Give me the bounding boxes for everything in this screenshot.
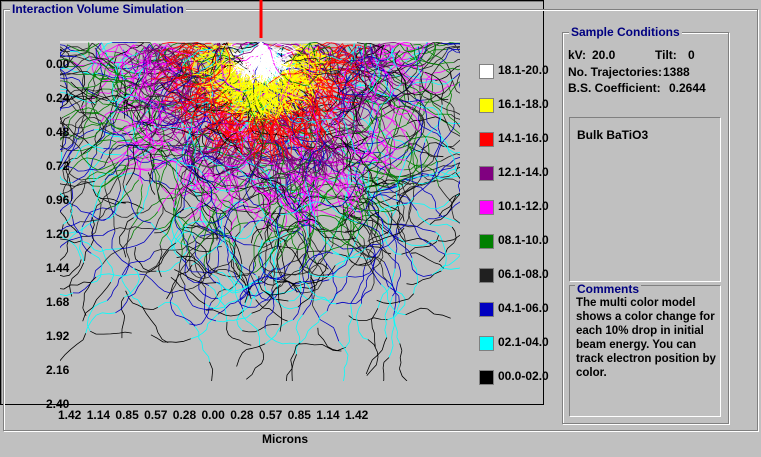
y-tick-label: 1.68 (46, 295, 70, 309)
sample-conditions-group: Sample Conditions (562, 25, 729, 424)
bs-coefficient-label: B.S. Coefficient: (568, 81, 661, 95)
x-axis-label: Microns (262, 432, 309, 446)
legend-swatch (479, 132, 494, 147)
x-tick-label: 1.42 (58, 408, 82, 422)
x-tick-label: 1.14 (86, 408, 111, 422)
legend-label: 02.1-04.0 (498, 335, 549, 349)
legend-swatch (479, 234, 494, 249)
y-tick-label: 1.44 (46, 261, 70, 275)
x-tick-label: 0.85 (287, 408, 311, 422)
kv-label: kV: (568, 48, 587, 62)
comments-box (569, 285, 721, 417)
legend-swatch (479, 336, 494, 351)
sample-name-box (569, 117, 721, 282)
x-tick-label: 0.00 (201, 408, 225, 422)
comments-text: The multi color model shows a color chan… (576, 297, 716, 379)
window-title: Interaction Volume Simulation (10, 2, 186, 16)
legend-label: 08.1-10.0 (498, 233, 549, 247)
sample-conditions-title: Sample Conditions (569, 25, 682, 39)
trajectories-value: 1388 (663, 65, 690, 79)
legend-label: 00.0-02.0 (498, 369, 549, 383)
legend-swatch (479, 98, 494, 113)
x-tick-label: 0.57 (144, 408, 168, 422)
tilt-value: 0 (688, 48, 695, 62)
comments-title: Comments (575, 282, 642, 296)
trajectories-label: No. Trajectories: (568, 65, 663, 79)
y-tick-label: 0.48 (46, 125, 70, 139)
trajectory-plot (60, 0, 460, 381)
legend-label: 12.1-14.0 (498, 165, 549, 179)
x-tick-label: 1.42 (345, 408, 369, 422)
legend-swatch (479, 370, 494, 385)
legend-swatch (479, 64, 494, 79)
x-tick-label: 0.57 (258, 408, 283, 422)
legend-label: 14.1-16.0 (498, 131, 549, 145)
legend-label: 06.1-08.0 (498, 267, 549, 281)
simulation-group: Interaction Volume Simulation (3, 2, 758, 431)
y-tick-label: 1.92 (46, 329, 70, 343)
simulation-panel (0, 0, 544, 405)
x-tick-label: 1.14 (316, 408, 340, 422)
x-tick-label: 0.28 (172, 408, 197, 422)
legend-label: 04.1-06.0 (498, 301, 549, 315)
y-tick-label: 0.72 (46, 159, 70, 173)
legend-swatch (479, 166, 494, 181)
y-tick-label: 1.20 (46, 227, 70, 241)
legend-swatch (479, 200, 494, 215)
sample-name: Bulk BaTiO3 (577, 128, 649, 142)
y-tick-label: 0.24 (46, 91, 70, 105)
bs-coefficient-value: 0.2644 (669, 81, 706, 95)
x-tick-label: 0.28 (230, 408, 254, 422)
legend-label: 10.1-12.0 (498, 199, 549, 213)
y-tick-label: 0.00 (46, 57, 70, 71)
y-tick-label: 0.96 (46, 193, 70, 207)
legend-label: 18.1-20.0 (498, 63, 549, 77)
x-tick-label: 0.85 (115, 408, 139, 422)
y-tick-label: 2.40 (46, 397, 70, 411)
legend-swatch (479, 268, 494, 283)
trajectories (60, 42, 460, 381)
kv-value: 20.0 (592, 48, 616, 62)
legend-label: 16.1-18.0 (498, 97, 549, 111)
tilt-label: Tilt: (655, 48, 677, 62)
legend-swatch (479, 302, 494, 317)
y-tick-label: 2.16 (46, 363, 70, 377)
